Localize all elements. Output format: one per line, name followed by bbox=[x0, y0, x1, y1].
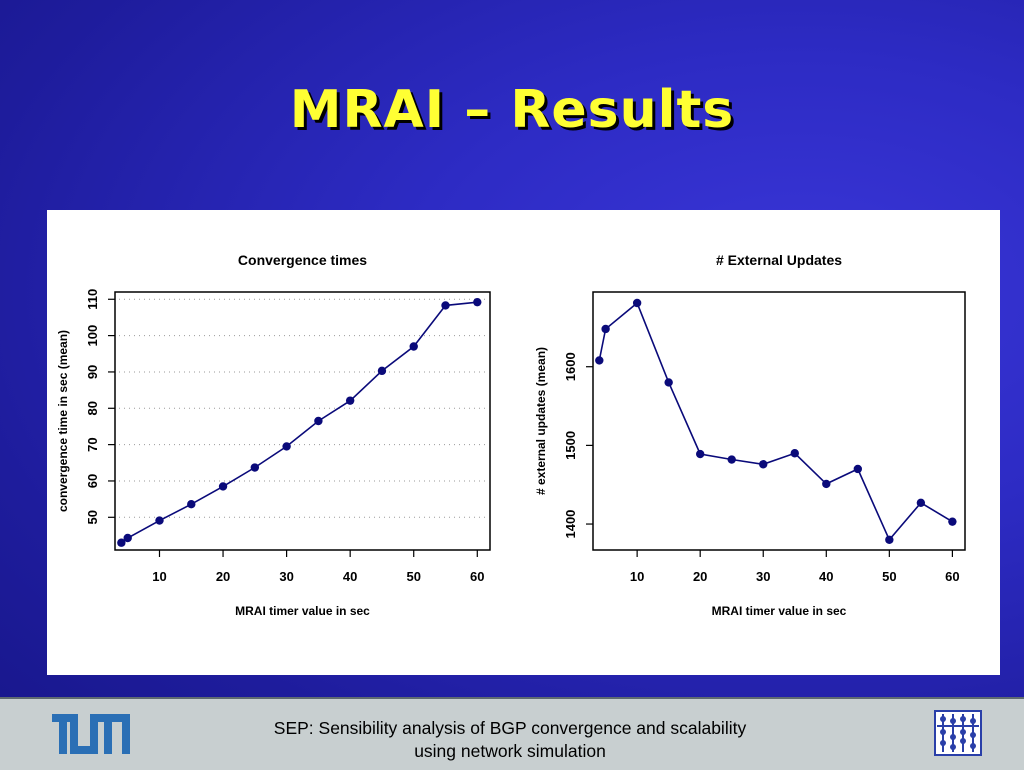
y-tick-label: 80 bbox=[85, 401, 100, 415]
y-tick-label: 100 bbox=[85, 325, 100, 347]
x-tick-label: 20 bbox=[216, 569, 230, 584]
department-logo-icon bbox=[934, 710, 982, 756]
data-point bbox=[123, 533, 132, 543]
series-line bbox=[120, 301, 478, 544]
footer-text: SEP: Sensibility analysis of BGP converg… bbox=[200, 717, 820, 763]
y-tick-label: 70 bbox=[85, 437, 100, 451]
data-point bbox=[948, 517, 957, 526]
x-tick-label: 30 bbox=[756, 569, 770, 584]
footer-line-1: SEP: Sensibility analysis of BGP converg… bbox=[273, 718, 747, 738]
x-tick-label: 20 bbox=[693, 569, 707, 584]
y-tick-label: 110 bbox=[85, 289, 100, 310]
plot-frame bbox=[592, 291, 966, 551]
y-tick-label: 1500 bbox=[563, 431, 578, 460]
y-tick-label: 60 bbox=[85, 474, 100, 488]
chart-title: # External Updates bbox=[716, 252, 842, 268]
data-point bbox=[695, 449, 705, 459]
data-point bbox=[187, 500, 196, 509]
chart-panel: Convergence times 10 20 30 40 50 60 50 60 70 80 90 1… bbox=[47, 210, 1000, 675]
data-point bbox=[664, 378, 673, 387]
x-tick-label: 30 bbox=[279, 569, 293, 584]
x-tick-label: 60 bbox=[945, 569, 959, 584]
data-point bbox=[441, 301, 450, 310]
series-line bbox=[598, 301, 953, 542]
y-axis-label: # external updates (mean) bbox=[534, 347, 548, 495]
data-point bbox=[409, 342, 418, 351]
x-axis-label: MRAI timer value in sec bbox=[235, 604, 370, 618]
x-axis-label: MRAI timer value in sec bbox=[712, 604, 847, 618]
y-tick-label: 90 bbox=[85, 365, 100, 379]
data-point bbox=[595, 356, 604, 365]
chart-title: Convergence times bbox=[238, 252, 367, 268]
x-tick-label: 50 bbox=[882, 569, 896, 584]
data-point bbox=[822, 479, 831, 489]
x-tick-label: 10 bbox=[152, 569, 166, 584]
x-tick-label: 10 bbox=[630, 569, 644, 584]
data-point bbox=[282, 442, 291, 451]
data-point bbox=[345, 396, 355, 405]
chart-1: Convergence times 10 20 30 40 50 60 50 60 70 80 90 1… bbox=[56, 252, 491, 618]
plot-frame bbox=[114, 291, 491, 551]
y-tick-label: 50 bbox=[85, 510, 100, 524]
data-point bbox=[473, 297, 482, 307]
footer-line-2: using network simulation bbox=[414, 741, 606, 761]
data-point bbox=[218, 482, 228, 491]
data-point bbox=[853, 464, 863, 474]
slide-title: MRAI – Results bbox=[289, 80, 735, 140]
x-tick-label: 40 bbox=[819, 569, 833, 584]
x-tick-label: 40 bbox=[343, 569, 357, 584]
tum-logo-icon bbox=[52, 714, 130, 754]
data-point bbox=[601, 324, 610, 334]
footer-bar: SEP: Sensibility analysis of BGP converg… bbox=[0, 697, 1024, 770]
x-tick-label: 50 bbox=[406, 569, 420, 584]
y-tick-label: 1600 bbox=[563, 352, 578, 381]
data-point bbox=[916, 498, 926, 508]
data-point bbox=[790, 449, 799, 458]
data-point bbox=[759, 460, 768, 469]
data-point bbox=[632, 298, 642, 308]
data-point bbox=[117, 538, 126, 547]
data-point bbox=[250, 463, 260, 472]
chart-2: # External Updates 10 20 30 40 50 60 1400 1500 16… bbox=[534, 252, 966, 618]
data-point bbox=[377, 366, 387, 376]
y-tick-label: 1400 bbox=[563, 510, 578, 539]
charts-svg: Convergence times 10 20 30 40 50 60 50 60 70 80 90 1… bbox=[56, 252, 966, 618]
x-tick-label: 60 bbox=[470, 569, 484, 584]
data-point bbox=[885, 535, 894, 544]
data-point bbox=[155, 516, 164, 525]
data-point bbox=[727, 455, 736, 464]
data-point bbox=[314, 416, 323, 426]
y-axis-label: convergence time in sec (mean) bbox=[56, 330, 70, 512]
